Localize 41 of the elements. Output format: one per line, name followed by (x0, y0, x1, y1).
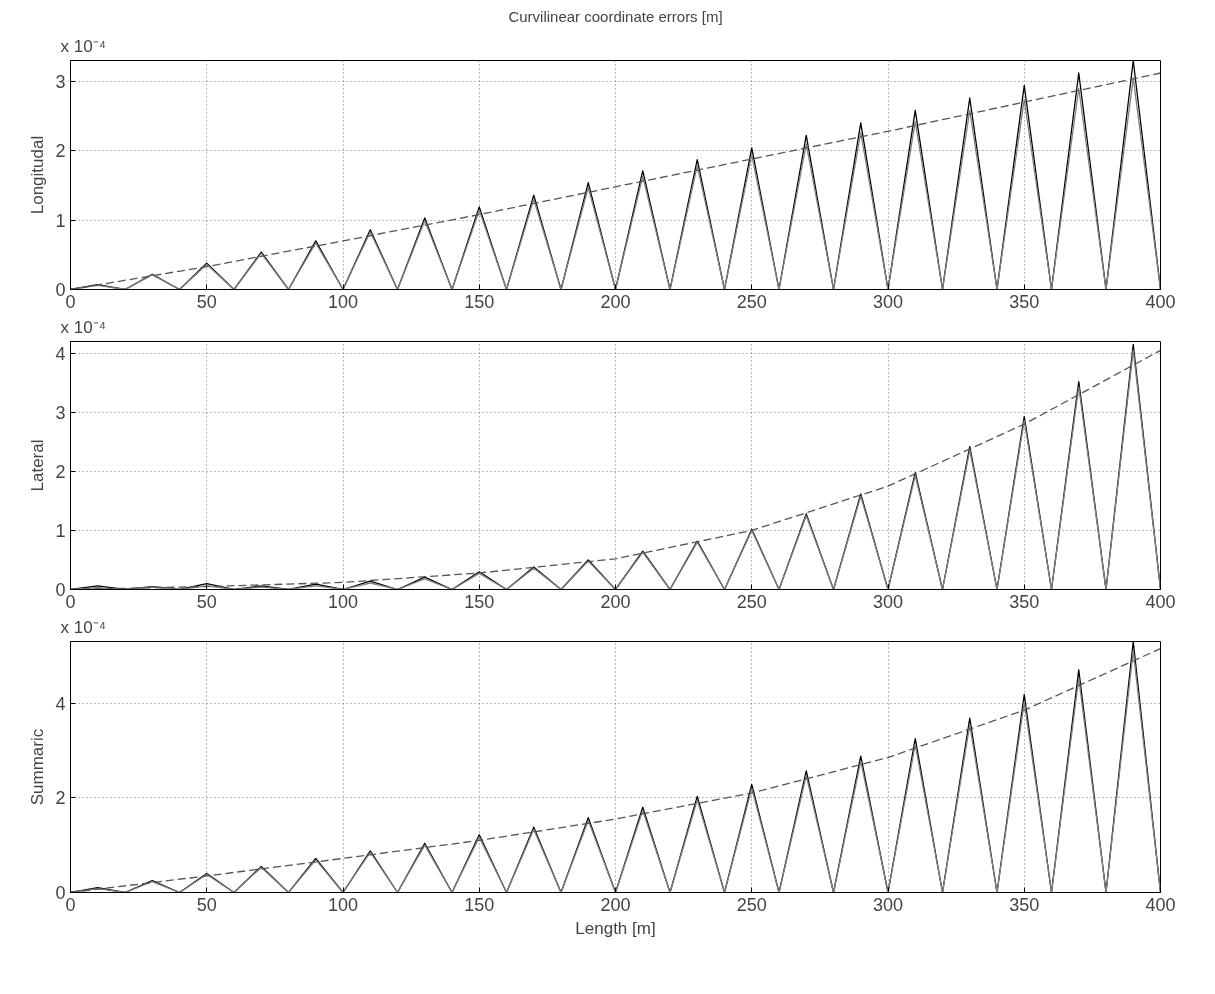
y-axis-title: Summaric (28, 728, 48, 806)
x-tick-label: 200 (600, 894, 631, 915)
x-tick-label: 300 (872, 591, 904, 612)
y-tick-label: 4 (55, 693, 66, 714)
x-tick-label: 50 (196, 291, 217, 312)
x-tick-label: 350 (1009, 291, 1040, 312)
x-tick-label: 50 (196, 894, 217, 915)
x-tick-label: 300 (872, 894, 904, 915)
x-tick-label: 100 (327, 591, 359, 612)
x-tick-label: 100 (327, 894, 359, 915)
x-tick-label: 400 (1145, 591, 1176, 612)
y-tick-label: 2 (55, 141, 66, 162)
text: x 10⁻⁴ (60, 317, 106, 337)
y-tick-label: 4 (55, 343, 66, 364)
x-tick-label: 400 (1145, 291, 1176, 312)
y-axis-title: Lateral (28, 439, 48, 492)
x-tick-label: 150 (464, 894, 495, 915)
x-tick-label: 250 (736, 591, 767, 612)
x-tick-label: 300 (872, 291, 904, 312)
y-tick-label: 1 (55, 210, 66, 231)
x-tick-label: 250 (736, 291, 767, 312)
y-axis-title: Longitudal (28, 135, 48, 215)
x-tick-label: 200 (600, 591, 631, 612)
y-tick-label: 2 (55, 788, 66, 809)
text: x 10⁻⁴ (60, 36, 106, 56)
x-axis-title: Length [m] (575, 918, 656, 938)
x-tick-label: 250 (736, 894, 767, 915)
y-tick-label: 3 (55, 71, 66, 92)
x-tick-label: 400 (1145, 894, 1176, 915)
chart-title: Curvilinear coordinate errors [m] (508, 7, 723, 25)
x-tick-label: 350 (1009, 591, 1040, 612)
x-tick-label: 350 (1009, 894, 1040, 915)
x-tick-label: 200 (600, 291, 631, 312)
x-tick-label: 100 (327, 291, 359, 312)
text: x 10⁻⁴ (60, 617, 106, 637)
y-tick-label: 2 (55, 461, 66, 482)
x-tick-label: 150 (464, 591, 495, 612)
x-tick-label: 50 (196, 591, 217, 612)
x-tick-label: 150 (464, 291, 495, 312)
y-tick-label: 1 (55, 520, 66, 541)
y-tick-label: 3 (55, 402, 66, 423)
